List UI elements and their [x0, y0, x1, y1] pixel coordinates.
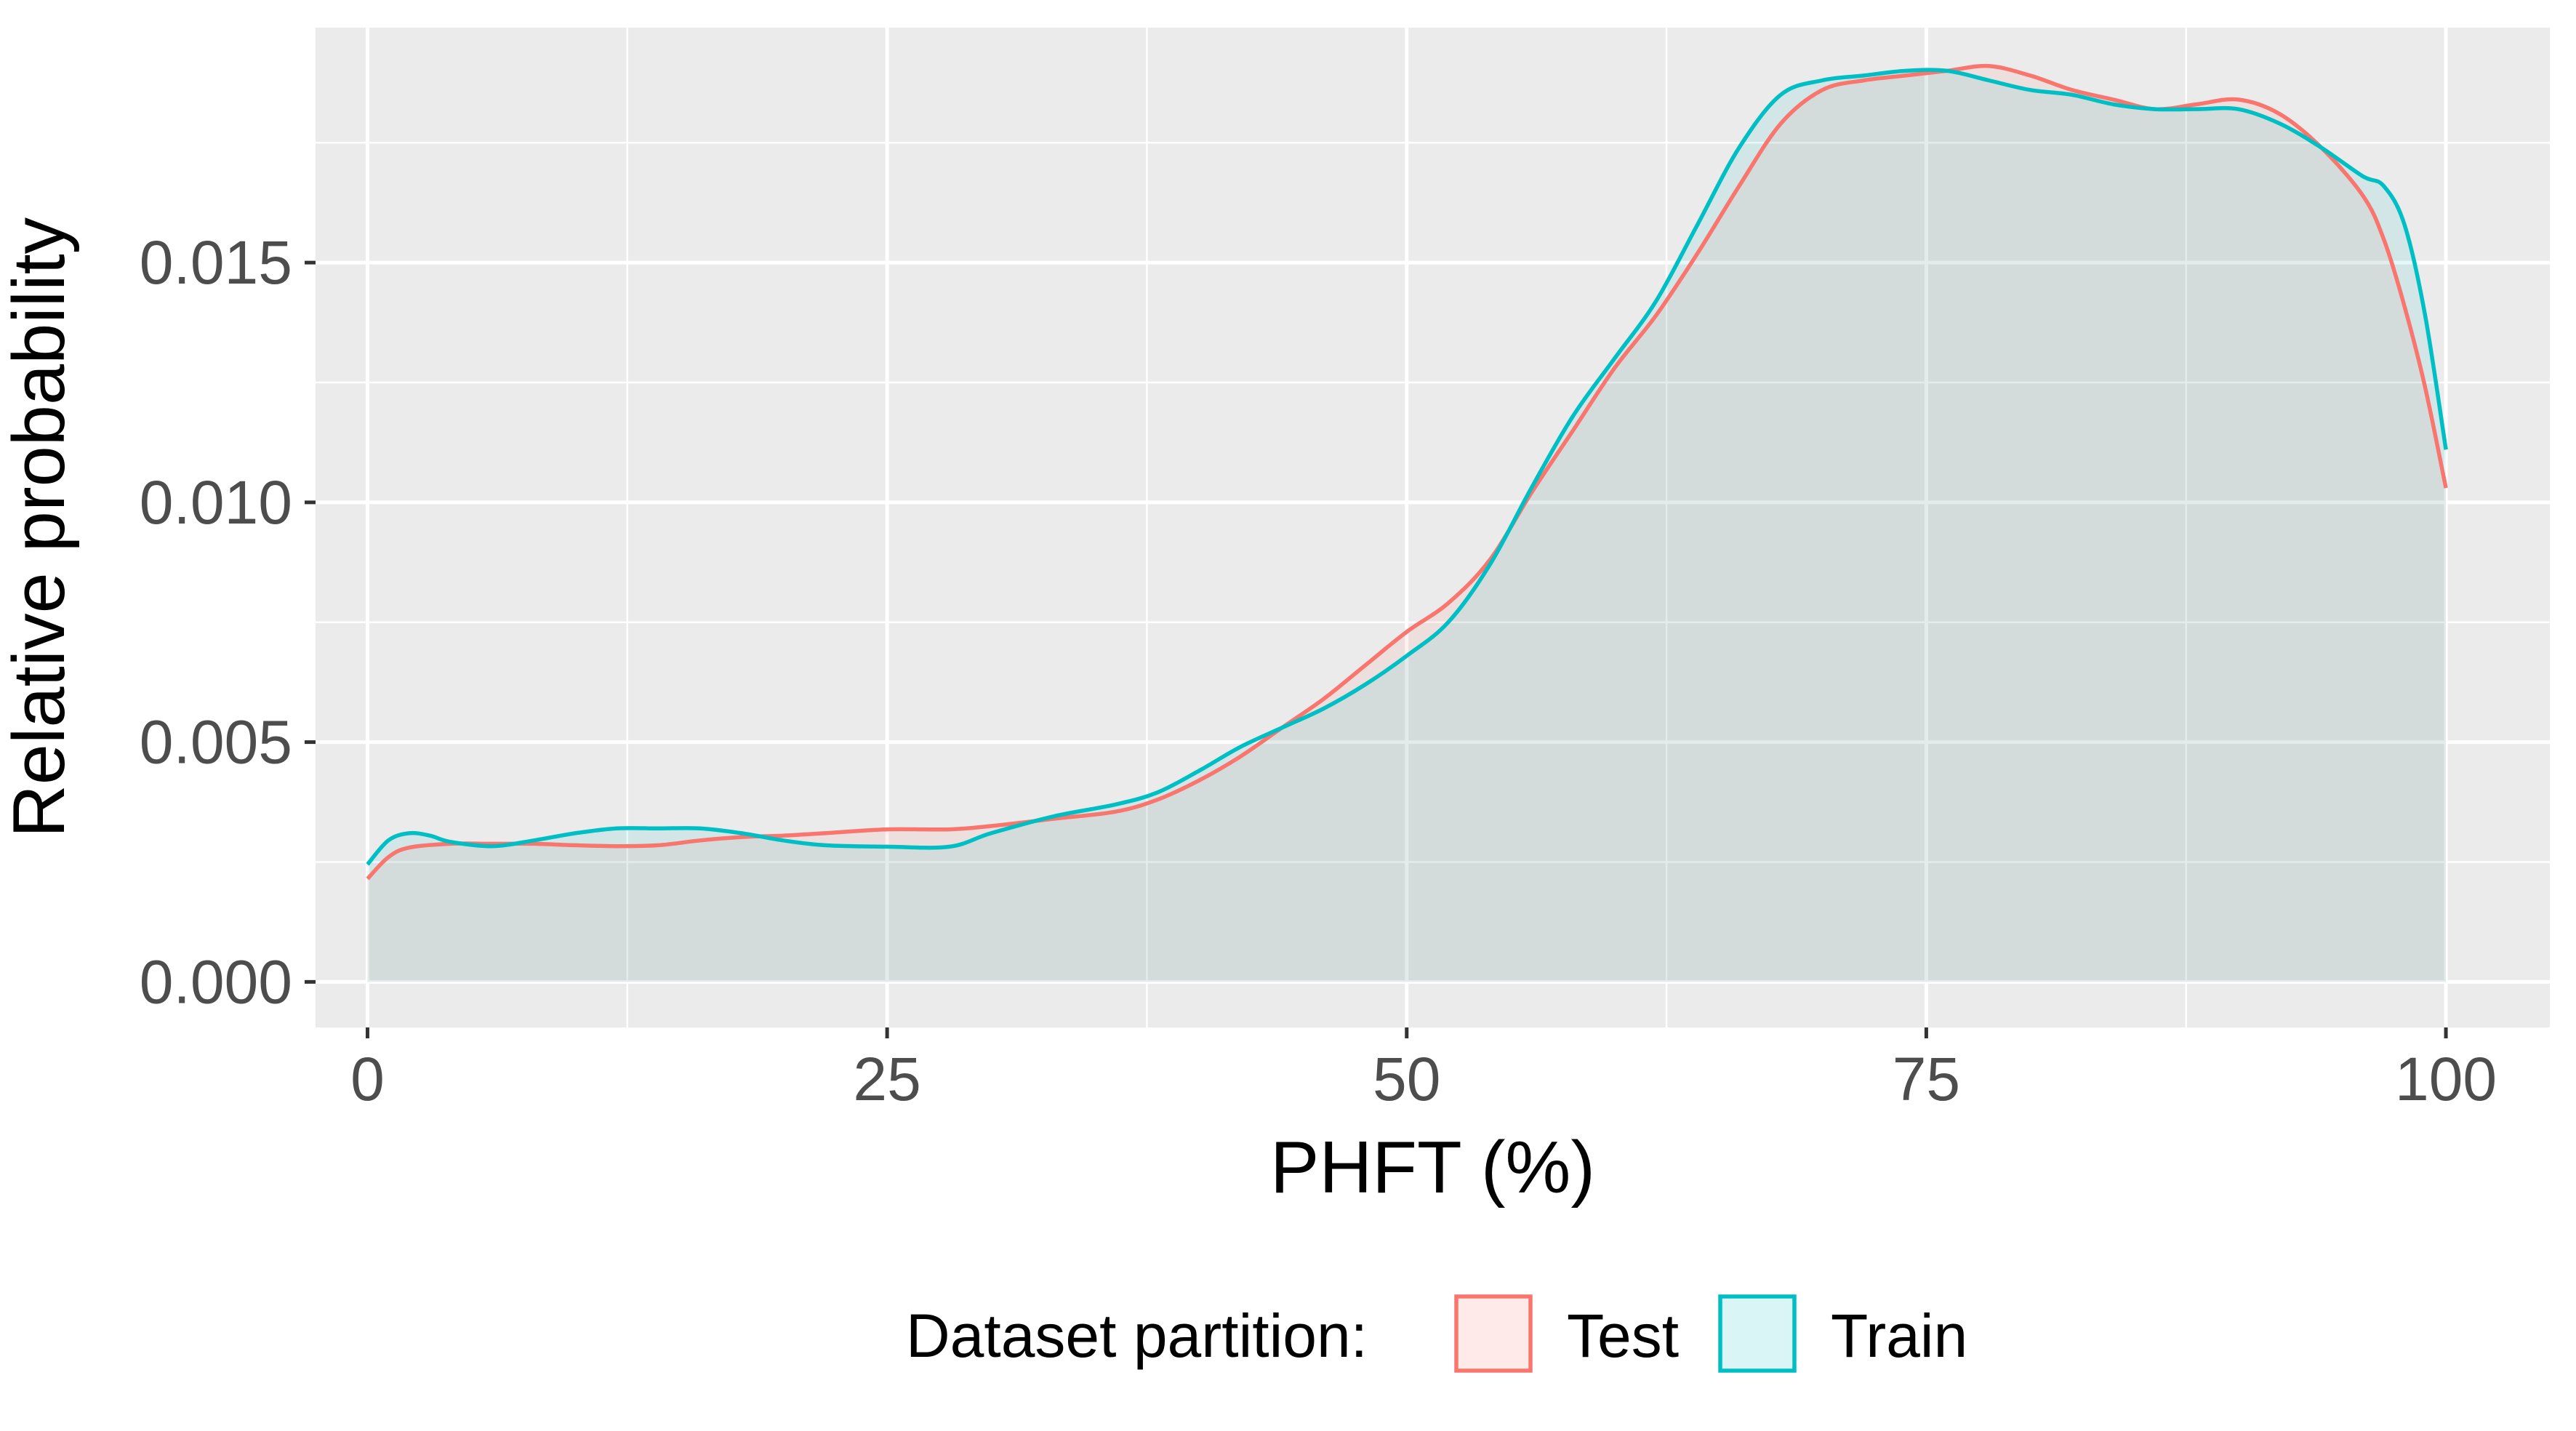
y-tick-label: 0.010: [140, 468, 292, 537]
plot-panel: [316, 28, 2550, 1027]
legend-title: Dataset partition:: [906, 1302, 1368, 1370]
x-axis-title: PHFT (%): [1270, 1127, 1595, 1208]
legend-label-train: Train: [1831, 1302, 1967, 1370]
x-axis: 0 25 50 75 100: [350, 1027, 2497, 1113]
major-grid: [316, 28, 2550, 1027]
x-tick-label: 0: [350, 1045, 385, 1113]
y-tick-label: 0.015: [140, 228, 292, 297]
legend-key-test: [1454, 1294, 1533, 1373]
density-lines: [366, 63, 2448, 881]
y-axis: 0.000 0.005 0.010 0.015: [140, 228, 316, 1016]
legend: Dataset partition: Test Train: [906, 1294, 1967, 1373]
minor-grid: [316, 28, 2550, 1027]
density-areas: [367, 65, 2447, 982]
area-test: [367, 65, 2447, 982]
legend-key-bg-test: [1454, 1294, 1533, 1373]
y-axis-title: Relative probability: [0, 217, 80, 838]
legend-key-train: [1718, 1294, 1797, 1373]
x-tick-label: 50: [1373, 1045, 1440, 1113]
y-tick-label: 0.005: [140, 708, 292, 777]
area-train: [367, 70, 2447, 982]
y-tick-label: 0.000: [140, 947, 292, 1016]
x-tick-label: 75: [1893, 1045, 1960, 1113]
legend-key-bg-train: [1718, 1294, 1797, 1373]
line-train: [366, 68, 2448, 866]
legend-label-test: Test: [1567, 1302, 1679, 1370]
x-tick-label: 25: [853, 1045, 920, 1113]
x-tick-label: 100: [2395, 1045, 2497, 1113]
